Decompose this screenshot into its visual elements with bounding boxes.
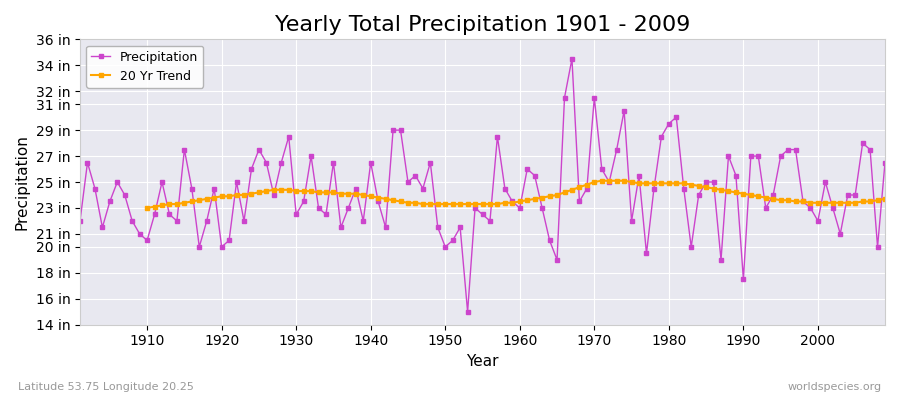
X-axis label: Year: Year [466, 354, 499, 369]
Precipitation [463, 309, 473, 314]
20 Yr Trend [581, 182, 592, 187]
Precipitation [298, 199, 309, 204]
Legend: Precipitation, 20 Yr Trend: Precipitation, 20 Yr Trend [86, 46, 203, 88]
Precipitation [75, 218, 86, 223]
Line: 20 Yr Trend: 20 Yr Trend [146, 179, 886, 210]
Text: worldspecies.org: worldspecies.org [788, 382, 882, 392]
Precipitation [134, 232, 145, 236]
Title: Yearly Total Precipitation 1901 - 2009: Yearly Total Precipitation 1901 - 2009 [274, 15, 690, 35]
20 Yr Trend [827, 200, 838, 205]
20 Yr Trend [313, 190, 324, 195]
Precipitation [343, 206, 354, 210]
20 Yr Trend [141, 206, 152, 210]
20 Yr Trend [284, 188, 294, 192]
Text: Latitude 53.75 Longitude 20.25: Latitude 53.75 Longitude 20.25 [18, 382, 194, 392]
20 Yr Trend [850, 200, 860, 205]
Precipitation [515, 206, 526, 210]
20 Yr Trend [879, 196, 890, 201]
20 Yr Trend [597, 178, 608, 183]
Y-axis label: Precipitation: Precipitation [15, 134, 30, 230]
20 Yr Trend [522, 198, 533, 202]
Line: Precipitation: Precipitation [78, 57, 886, 314]
Precipitation [567, 56, 578, 61]
Precipitation [522, 167, 533, 172]
Precipitation [879, 160, 890, 165]
Precipitation [618, 108, 629, 113]
